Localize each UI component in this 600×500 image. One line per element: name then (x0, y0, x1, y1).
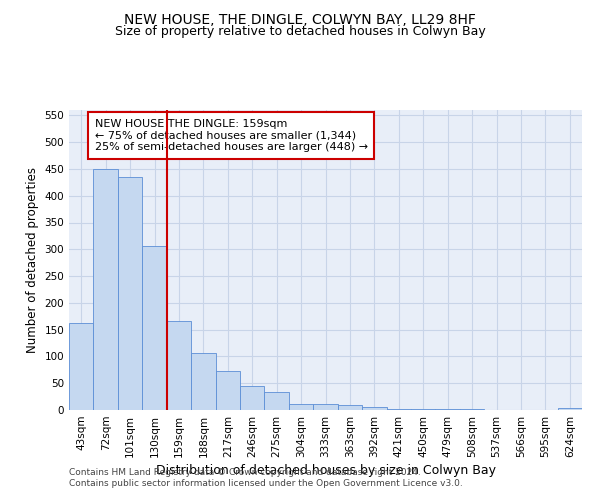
Bar (118, 177, 142, 410)
Text: NEW HOUSE THE DINGLE: 159sqm
← 75% of detached houses are smaller (1,344)
25% of: NEW HOUSE THE DINGLE: 159sqm ← 75% of de… (95, 119, 368, 152)
Bar (338, 405, 362, 410)
X-axis label: Distribution of detached houses by size in Colwyn Bay: Distribution of detached houses by size … (155, 464, 496, 477)
Bar (240, 386, 265, 410)
Bar (265, 392, 289, 410)
Bar (313, 404, 338, 410)
Text: Contains HM Land Registry data © Crown copyright and database right 2024.
Contai: Contains HM Land Registry data © Crown c… (69, 468, 463, 487)
Text: NEW HOUSE, THE DINGLE, COLWYN BAY, LL29 8HF: NEW HOUSE, THE DINGLE, COLWYN BAY, LL29 … (124, 12, 476, 26)
Text: Size of property relative to detached houses in Colwyn Bay: Size of property relative to detached ho… (115, 25, 485, 38)
Bar (557, 408, 582, 410)
Bar (386, 409, 411, 410)
Bar (191, 353, 215, 410)
Bar (362, 408, 386, 410)
Bar (167, 320, 191, 410)
Bar (142, 246, 167, 410)
Bar (69, 322, 94, 410)
Bar (289, 404, 313, 410)
Bar (94, 169, 118, 410)
Bar (215, 371, 240, 410)
Y-axis label: Number of detached properties: Number of detached properties (26, 167, 39, 353)
